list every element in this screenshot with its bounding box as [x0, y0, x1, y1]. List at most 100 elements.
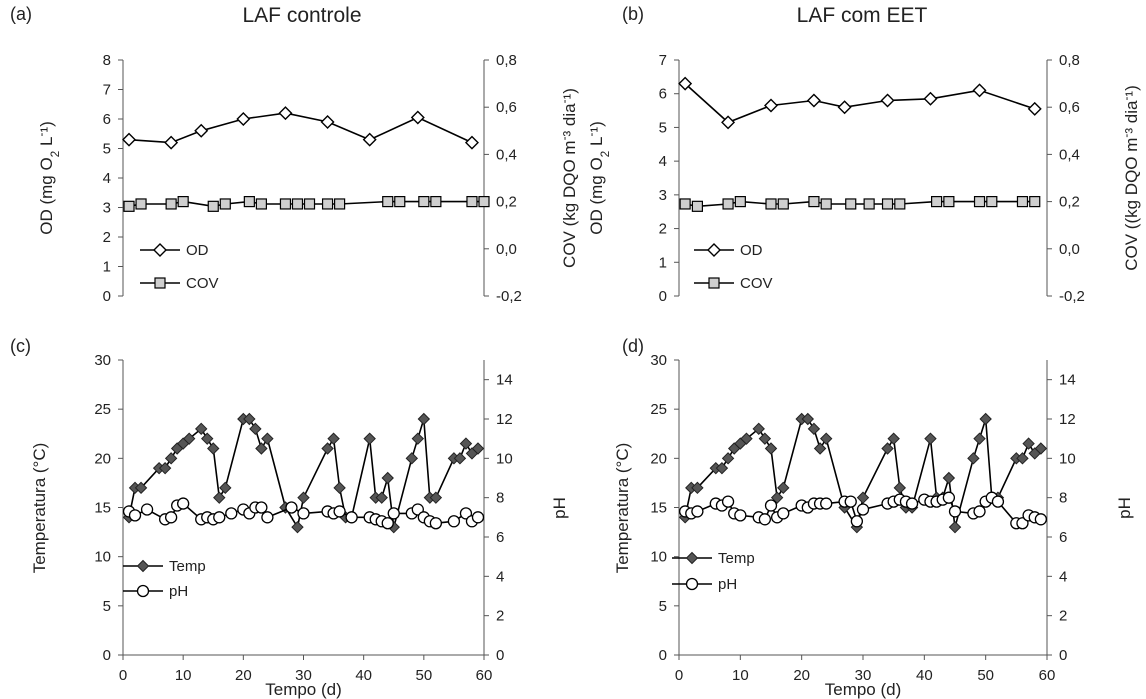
y2-tick-label: 0,6 — [496, 99, 517, 116]
data-point — [734, 196, 746, 208]
data-point — [297, 491, 310, 504]
data-point — [764, 98, 778, 113]
data-point — [128, 509, 142, 522]
legend-label: pH — [718, 576, 737, 593]
data-point — [1034, 513, 1048, 526]
data-point — [243, 196, 255, 208]
data-point — [418, 196, 430, 208]
y-tick-label: 6 — [103, 111, 111, 128]
data-point — [721, 495, 735, 508]
x-tick-label: 30 — [855, 667, 872, 684]
y-tick-label: 8 — [103, 52, 111, 69]
y2-tick-label: 12 — [496, 411, 513, 428]
data-point — [850, 515, 864, 528]
data-point — [930, 196, 943, 208]
data-point — [334, 198, 346, 210]
data-point — [285, 501, 298, 514]
data-point — [1016, 196, 1029, 208]
legend-entry-od: OD — [140, 242, 209, 259]
data-point — [845, 198, 857, 210]
y-tick-label: 2 — [659, 221, 667, 238]
data-point — [291, 520, 304, 534]
data-point — [382, 196, 394, 208]
data-point — [758, 513, 772, 526]
data-point — [691, 481, 704, 495]
y-tick-label: 0 — [659, 288, 667, 305]
y2-tick-label: 0,2 — [496, 194, 517, 211]
legend-marker — [707, 243, 721, 257]
y2-tick-label: 6 — [496, 529, 504, 546]
data-point — [194, 123, 209, 138]
y2-tick-label: -0,2 — [496, 288, 522, 305]
data-point — [430, 196, 442, 208]
data-point — [410, 110, 425, 125]
data-point — [777, 481, 790, 495]
y-tick-label: 10 — [94, 549, 111, 566]
x-tick-label: 40 — [916, 667, 933, 684]
y2-tick-label: 14 — [1059, 372, 1076, 389]
data-point — [333, 481, 346, 495]
data-point — [972, 83, 987, 98]
data-point — [942, 471, 956, 485]
x-tick-label: 10 — [732, 667, 749, 684]
data-point — [297, 507, 310, 520]
data-point — [363, 432, 376, 445]
data-point — [758, 432, 772, 445]
series-od — [122, 106, 479, 150]
y2-tick-label: 0 — [1059, 647, 1067, 664]
data-point — [387, 507, 400, 520]
x-tick-label: 0 — [119, 667, 127, 684]
y-tick-label: 10 — [650, 549, 667, 566]
data-point — [122, 132, 137, 147]
data-point — [411, 432, 425, 445]
data-point — [948, 505, 962, 518]
y2-tick-label: 0,0 — [496, 241, 517, 258]
data-point — [844, 495, 857, 508]
y2-tick-label: 8 — [1059, 490, 1067, 507]
data-point — [678, 76, 693, 91]
data-point — [721, 452, 735, 465]
y-axis-label: Temperatura (°C) — [30, 443, 49, 574]
data-point — [464, 135, 479, 150]
panel-label: (b) — [622, 4, 644, 24]
legend-label: OD — [186, 242, 209, 259]
panel-label: (d) — [622, 336, 644, 356]
y2-tick-label: 0,2 — [1059, 194, 1080, 211]
data-point — [715, 461, 729, 475]
data-point — [991, 495, 1005, 508]
data-point — [973, 505, 986, 518]
data-point — [734, 509, 747, 522]
data-point — [880, 93, 895, 108]
x-tick-label: 20 — [793, 667, 810, 684]
y2-tick-label: 8 — [496, 490, 504, 507]
data-point — [863, 198, 875, 210]
data-point — [923, 91, 938, 106]
y-tick-label: 6 — [659, 86, 667, 103]
legend-marker — [136, 559, 150, 573]
series-cov — [679, 196, 1041, 212]
x-tick-label: 20 — [235, 667, 252, 684]
data-point — [764, 442, 778, 455]
data-point — [207, 200, 219, 212]
y-tick-label: 2 — [103, 229, 111, 246]
data-point — [740, 432, 753, 445]
data-point — [837, 100, 852, 115]
y2-axis-label: COV ((kg DQO m-³ dia-¹) — [1119, 85, 1141, 271]
y-tick-label: 15 — [94, 500, 111, 517]
data-point — [261, 511, 274, 524]
y-tick-label: 1 — [103, 259, 111, 276]
y2-tick-label: 12 — [1059, 411, 1076, 428]
data-point — [381, 471, 394, 485]
data-point — [417, 412, 431, 426]
y-tick-label: 3 — [103, 200, 111, 217]
series-cov — [123, 196, 490, 212]
data-point — [856, 491, 870, 504]
data-point — [881, 442, 894, 455]
data-point — [453, 452, 467, 465]
legend-marker — [685, 551, 699, 565]
data-point — [177, 497, 190, 510]
data-point — [471, 511, 485, 524]
data-point — [478, 196, 490, 208]
data-point — [255, 198, 267, 210]
